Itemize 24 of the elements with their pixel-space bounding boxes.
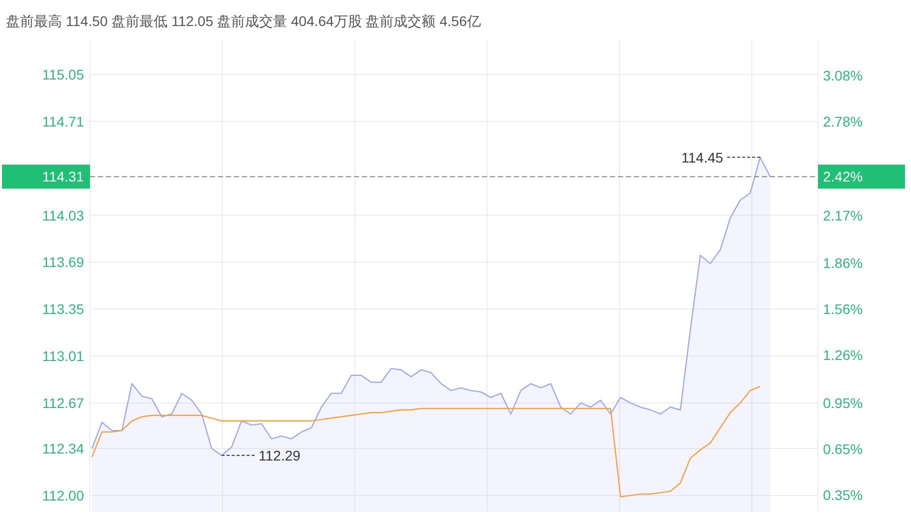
- annotation: 112.29: [258, 447, 301, 464]
- y-tick-label: 114.71: [42, 113, 84, 130]
- y-tick-label: 113.01: [42, 348, 84, 364]
- y2-tick-label: 2.78%: [823, 113, 863, 130]
- y-tick-label: 115.05: [42, 66, 84, 83]
- y-tick-label: 112.34: [42, 440, 84, 457]
- y2-tick-label: 0.65%: [823, 440, 863, 457]
- text: 2.42%: [823, 168, 863, 185]
- y-tick-label: 113.35: [42, 301, 84, 318]
- y2-tick-label: 1.86%: [823, 254, 863, 271]
- y2-tick-label: 0.95%: [823, 394, 863, 411]
- y-tick-label: 112.67: [42, 394, 84, 411]
- ref-line-label: 114.31: [42, 168, 84, 185]
- y2-tick-label: 2.17%: [823, 207, 863, 224]
- y2-tick-label: 1.26%: [823, 347, 863, 364]
- y2-tick-label: 0.35%: [823, 487, 863, 504]
- y2-tick-label: 3.08%: [823, 67, 863, 84]
- y-tick-label: 114.03: [42, 207, 84, 224]
- chart-title: 盘前最高 114.50 盘前最低 112.05 盘前成交量 404.64万股 盘前成交额 4.56亿: [6, 13, 481, 29]
- line-series: [91, 386, 761, 498]
- y-tick-label: 113.69: [42, 254, 84, 270]
- y2-tick-label: 1.56%: [823, 301, 863, 318]
- y-tick-label: 112.00: [42, 487, 84, 504]
- annotation: 114.45: [681, 149, 724, 166]
